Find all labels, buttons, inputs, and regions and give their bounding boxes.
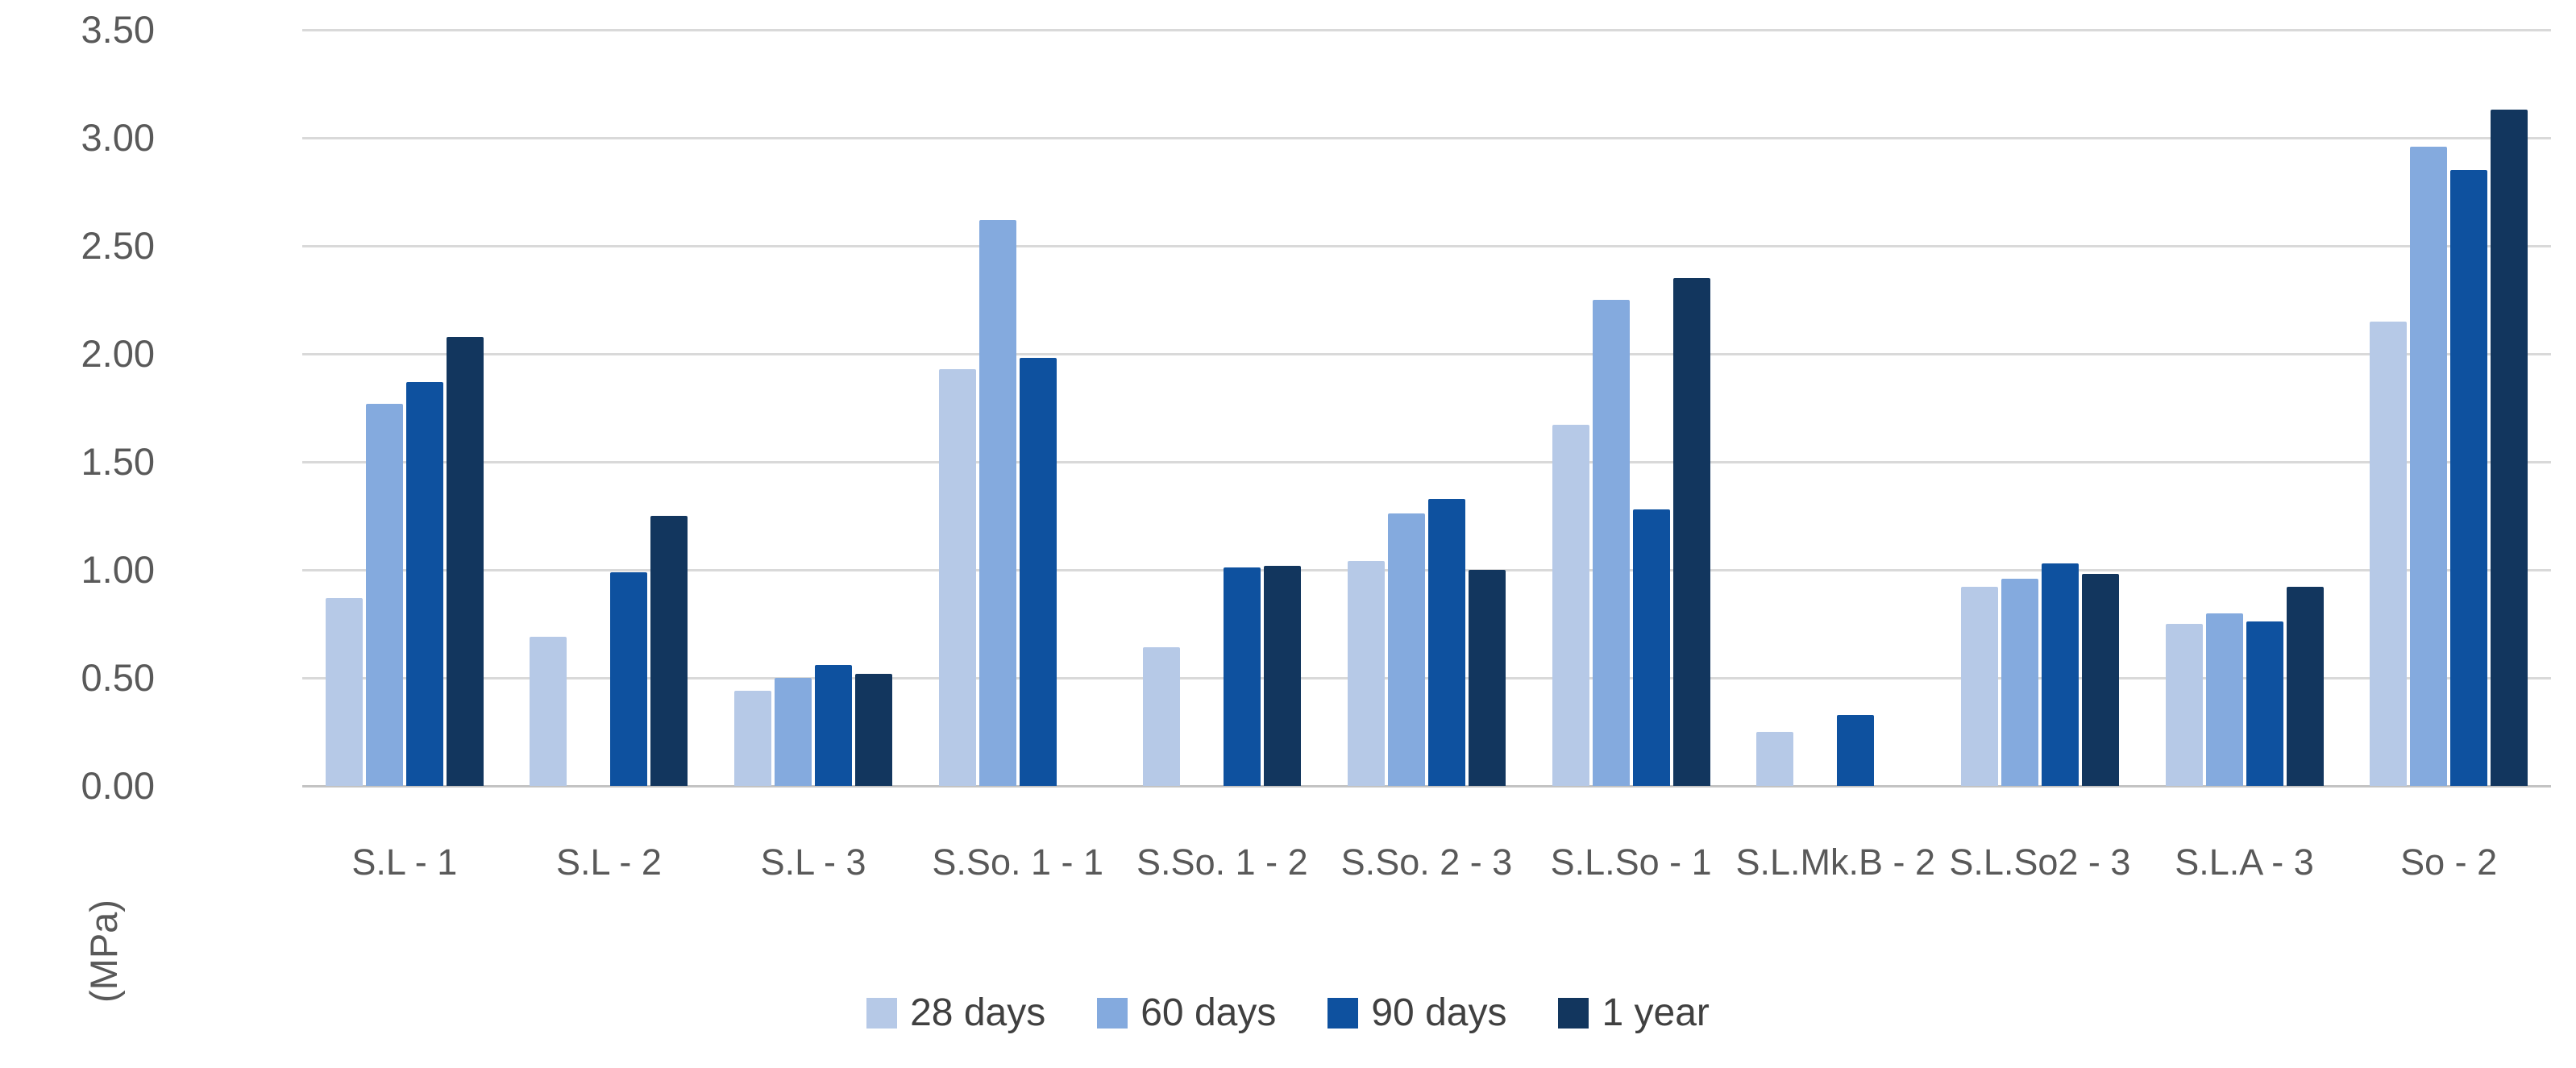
bar-1-year-S.L.A-3 <box>2286 587 2324 786</box>
gridline <box>302 676 2551 679</box>
legend-item-28-days: 28 days <box>866 994 1045 1033</box>
bar-28-days-S.So.1-1 <box>938 368 976 786</box>
bar-60-days-S.L.A-3 <box>2205 613 2243 786</box>
bar-1-year-So-2 <box>2491 110 2528 786</box>
bar-28-days-S.L.Mk.B-2 <box>1756 732 1794 786</box>
bar-1-year-S.L.So2-3 <box>2081 574 2119 786</box>
y-axis-tick-label: 2.50 <box>81 224 155 267</box>
bar-90-days-S.So.1-1 <box>1019 358 1057 786</box>
x-axis-category-label: S.L - 1 <box>351 842 458 883</box>
y-axis-tick-label: 1.00 <box>81 548 155 591</box>
bar-60-days-S.So.1-1 <box>978 219 1016 786</box>
bar-60-days-So-2 <box>2410 146 2448 786</box>
y-axis-tick-label: 0.00 <box>81 764 155 807</box>
bar-90-days-S.So.1-2 <box>1224 567 1261 786</box>
legend-swatch-icon <box>1097 998 1128 1029</box>
bar-90-days-S.L.So2-3 <box>2041 563 2079 786</box>
gridline <box>302 568 2551 571</box>
gridline <box>302 352 2551 355</box>
y-axis-tick-label: 3.50 <box>81 8 155 51</box>
bar-28-days-S.So.2-3 <box>1348 561 1385 786</box>
legend-label: 60 days <box>1141 991 1277 1034</box>
y-axis-tick-label: 1.50 <box>81 440 155 483</box>
bar-60-days-S.L.So2-3 <box>2001 578 2038 786</box>
gridline <box>302 244 2551 247</box>
legend-label: 1 year <box>1602 991 1710 1034</box>
x-axis-category-label: S.L - 3 <box>760 842 866 883</box>
gridline <box>302 460 2551 463</box>
legend-label: 28 days <box>910 991 1046 1034</box>
x-axis-category-label: S.So. 2 - 3 <box>1340 842 1513 883</box>
bar-28-days-So-2 <box>2370 321 2408 786</box>
gridline <box>302 136 2551 139</box>
bar-90-days-S.L.So-1 <box>1632 509 1670 786</box>
x-axis-category-label: S.L.Mk.B - 2 <box>1735 842 1936 883</box>
bar-90-days-S.L-1 <box>405 381 443 786</box>
gridline <box>302 28 2551 31</box>
y-axis-tick-label: 3.00 <box>81 116 155 159</box>
bar-90-days-S.L-3 <box>815 664 853 786</box>
legend-item-90-days: 90 days <box>1327 994 1506 1033</box>
chart-legend: 28 days 60 days 90 days 1 year <box>0 977 2576 1049</box>
bar-1-year-S.So.2-3 <box>1469 570 1506 786</box>
x-axis-category-label: S.So. 1 - 1 <box>932 842 1104 883</box>
x-axis-category-label: S.L.A - 3 <box>2175 842 2314 883</box>
bar-28-days-S.L-2 <box>530 637 567 786</box>
bar-90-days-S.L.Mk.B-2 <box>1837 714 1875 786</box>
bar-90-days-S.So.2-3 <box>1428 498 1465 786</box>
x-axis-category-label: S.So. 1 - 2 <box>1136 842 1308 883</box>
bar-90-days-So-2 <box>2450 170 2488 786</box>
bar-28-days-S.L.A-3 <box>2165 624 2203 786</box>
bar-60-days-S.L.So-1 <box>1592 300 1630 786</box>
legend-swatch-icon <box>866 998 898 1029</box>
x-axis-category-label: S.L.So - 1 <box>1550 842 1712 883</box>
bar-90-days-S.L-2 <box>610 571 648 786</box>
y-axis-tick-label: 2.00 <box>81 332 155 375</box>
bar-60-days-S.So.2-3 <box>1388 513 1425 786</box>
x-axis-line <box>302 784 2551 787</box>
bar-90-days-S.L.A-3 <box>2246 621 2283 786</box>
bar-1-year-S.L-2 <box>650 516 688 786</box>
bar-60-days-S.L-3 <box>775 678 812 786</box>
y-axis-tick-label: 0.50 <box>81 656 155 699</box>
bar-28-days-S.L-1 <box>325 597 363 786</box>
x-axis-category-label: So - 2 <box>2400 842 2498 883</box>
bar-1-year-S.L-1 <box>446 336 484 786</box>
legend-item-60-days: 60 days <box>1097 994 1276 1033</box>
bar-1-year-S.So.1-2 <box>1264 565 1302 786</box>
bar-28-days-S.L-3 <box>734 691 772 786</box>
legend-swatch-icon <box>1558 998 1589 1029</box>
bar-28-days-S.L.So2-3 <box>1960 587 1998 786</box>
bar-60-days-S.L-1 <box>365 403 403 786</box>
bar-28-days-S.So.1-2 <box>1143 647 1181 786</box>
bar-1-year-S.L.So-1 <box>1672 278 1710 786</box>
x-axis-category-label: S.L.So2 - 3 <box>1949 842 2131 883</box>
x-axis-category-label: S.L - 2 <box>555 842 662 883</box>
bar-28-days-S.L.So-1 <box>1552 425 1589 786</box>
legend-item-1-year: 1 year <box>1558 991 1710 1034</box>
legend-swatch-icon <box>1327 998 1359 1029</box>
legend-label: 90 days <box>1371 991 1507 1034</box>
bar-1-year-S.L-3 <box>855 673 893 786</box>
